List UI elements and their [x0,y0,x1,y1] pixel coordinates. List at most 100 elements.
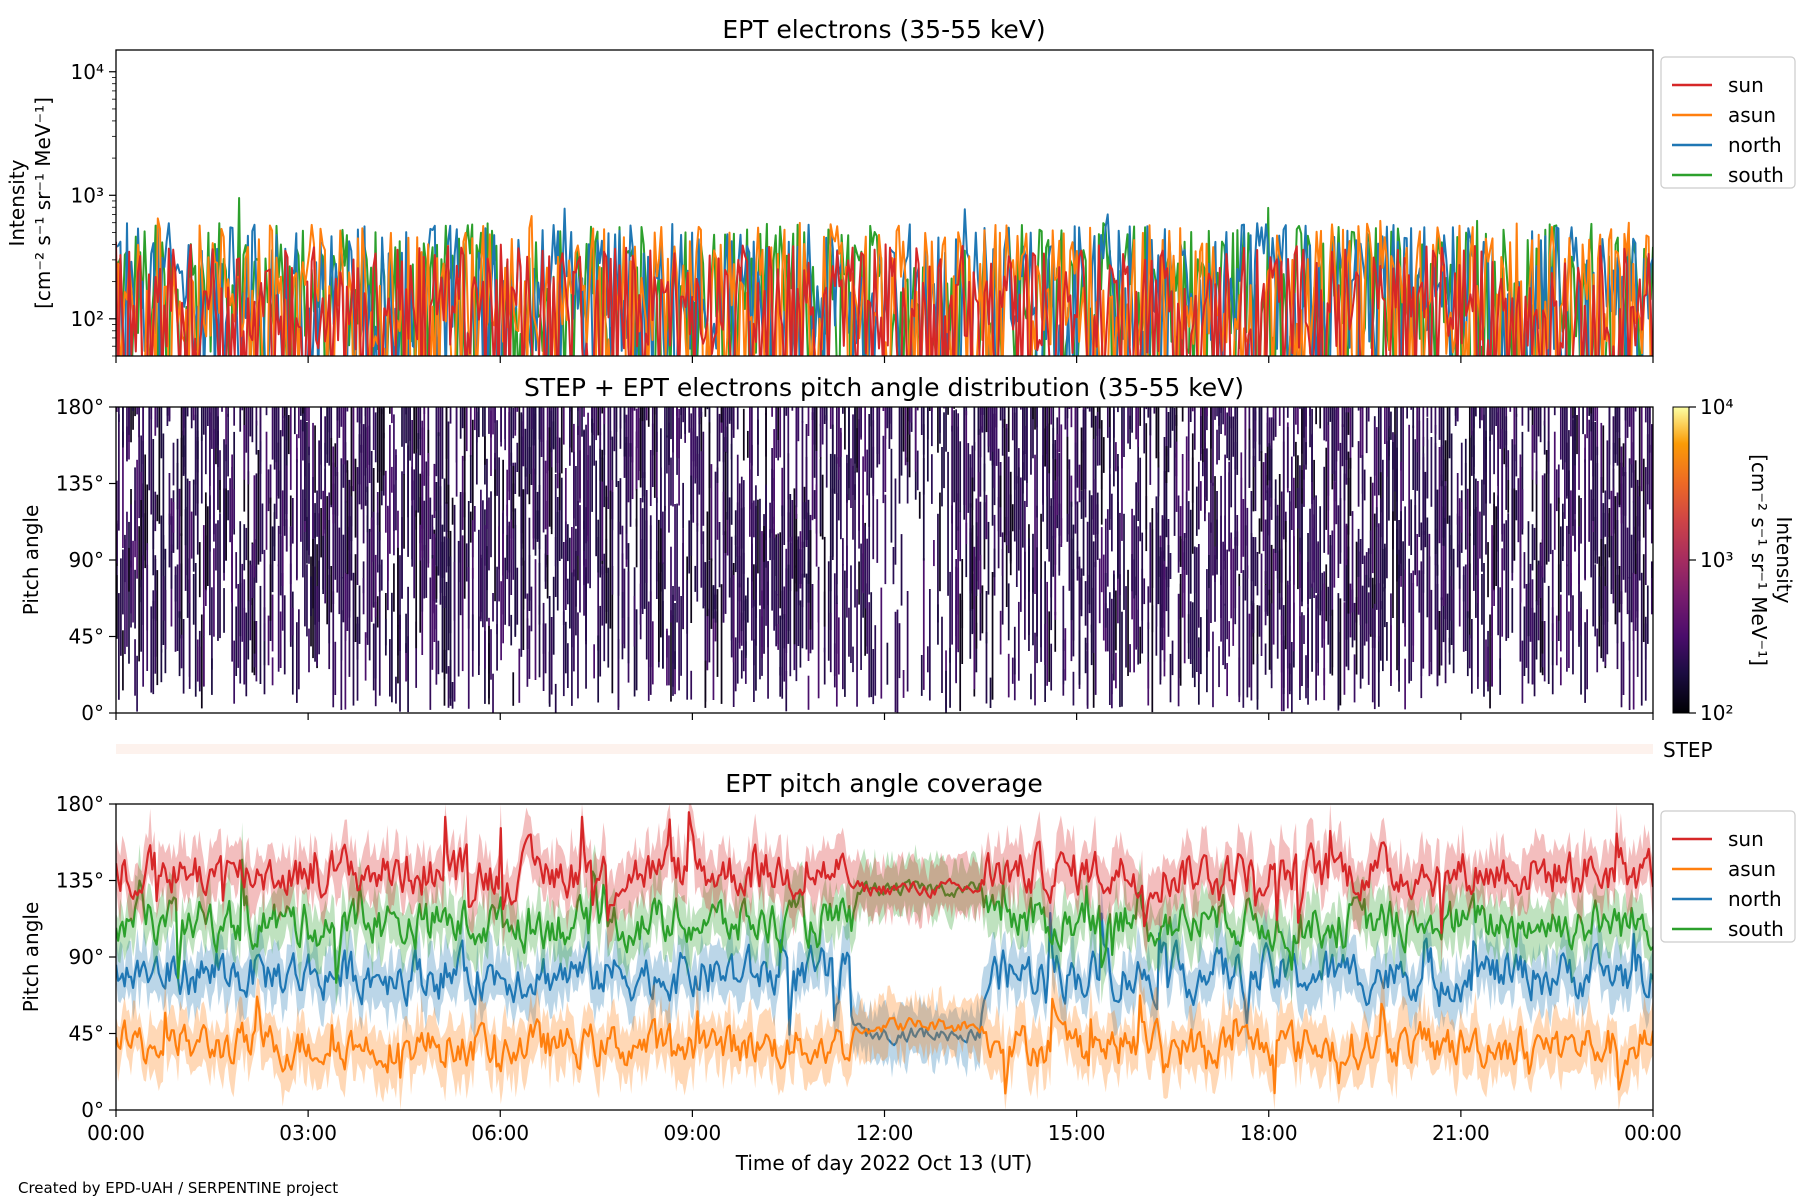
pad-heat-cell [1303,407,1305,480]
pad-heat-cell [1618,566,1621,613]
pad-ytick-label: 45° [69,625,104,649]
pad-heat-cell [211,587,213,670]
pad-heat-cell [692,431,695,523]
pad-heat-cell [490,410,492,476]
pad-heat-cell [1135,482,1137,596]
pad-heat-cell [1197,647,1200,682]
pad-heat-cell [334,443,337,477]
pad-heat-cell [1291,456,1293,530]
pad-heat-cell [1519,454,1522,568]
pad-heat-cell [1644,623,1647,701]
pad-heat-cell [676,407,678,458]
pad-heat-cell [247,600,250,660]
pad-heat-cell [985,494,988,540]
pad-heat-cell [1533,407,1536,453]
pad-heat-cell [526,407,529,495]
pad-heat-cell [166,407,169,416]
pad-heat-cell [977,472,980,590]
pad-heat-cell [128,521,130,664]
pad-heat-cell [1485,407,1487,460]
pad-heat-cell [1284,521,1287,650]
pad-heat-cell [136,655,138,712]
coverage-band-south [116,822,1653,1007]
pad-heat-cell [1218,407,1220,461]
pad-heat-cell [1001,407,1004,456]
pad-heat-cell [1135,576,1137,650]
pad-heat-cell [1580,591,1582,695]
pad-heat-cell [979,554,982,594]
pad-heat-cell [862,456,864,594]
pad-heat-cell [265,407,268,416]
pad-heat-cell [1286,407,1289,418]
pad-heat-cell [1187,407,1190,461]
pad-heat-cell [641,407,644,422]
pad-heat-cell [1329,535,1332,616]
pad-heat-cell [655,407,658,452]
pad-heat-cell [445,407,448,504]
pad-heat-cell [1272,407,1275,441]
pad-heat-cell [437,407,440,437]
pad-heat-cell [1224,544,1226,606]
pad-heat-cell [441,524,444,578]
pad-heat-cell [1576,415,1578,455]
pad-heat-cell [860,407,862,438]
pad-heat-cell [348,479,351,618]
pad-heat-cell [734,637,737,692]
pad-heat-cell [1537,407,1540,437]
pad-heat-cell [1434,442,1437,511]
pad-heat-cell [1367,592,1370,685]
pad-heat-cell [1113,407,1115,487]
pad-heat-cell [530,407,533,485]
pad-heat-cell [1307,562,1309,656]
pad-heat-cell [643,407,646,497]
pad-heat-cell [1056,434,1059,516]
pad-heat-cell [306,516,308,551]
pad-heat-cell [613,407,616,452]
pad-heat-cell [1256,552,1259,596]
pad-heat-cell [162,433,165,560]
pad-heat-cell [178,488,181,618]
pad-heat-cell [405,613,407,653]
pad-heat-cell [435,566,438,599]
pad-heat-cell [225,407,227,462]
pad-heat-cell [1119,512,1121,596]
pad-heat-cell [1533,612,1536,697]
pad-heat-cell [1234,537,1237,609]
pad-heat-cell [328,520,331,644]
pad-heat-cell [1535,600,1538,660]
pad-y-ticks: 0°45°90°135°180° [56,395,116,725]
pad-heat-cell [1274,479,1277,553]
pad-heat-cell [168,407,171,422]
pad-heat-cell [973,546,976,690]
pad-heat-cell [1388,437,1390,521]
pad-heat-cell [783,614,786,649]
pad-heat-cell [1568,430,1570,534]
pad-heat-cell [1438,447,1441,544]
pad-heat-cell [1418,407,1421,470]
pad-heat-cell [332,591,335,708]
pad-heat-cell [1460,502,1463,533]
pad-heat-cell [1450,433,1453,560]
pad-heat-cell [837,617,840,675]
pad-heat-cell [447,484,450,567]
pad-heat-cell [267,615,270,666]
pad-heat-cell [372,407,375,450]
pad-heat-cell [985,591,988,644]
pad-heat-cell [1143,407,1146,454]
pad-heat-cell [1246,565,1249,698]
pad-heat-cell [346,526,349,631]
intensity-legend-label-asun: asun [1728,103,1776,127]
pad-heat-cell [864,407,866,472]
pad-heat-cell [1137,526,1140,647]
pad-heat-cell [1596,407,1599,456]
pad-heat-cell [607,567,610,668]
pad-heat-cell [312,539,314,659]
pad-heat-cell [1582,407,1584,435]
pad-heat-cell [704,407,707,417]
pad-heat-cell [686,579,689,700]
pad-heat-cell [926,407,929,482]
pad-heat-cell [1222,407,1224,425]
pad-heat-cell [1444,485,1447,620]
pad-heat-cell [1331,609,1334,676]
pad-heat-cell [478,529,480,666]
